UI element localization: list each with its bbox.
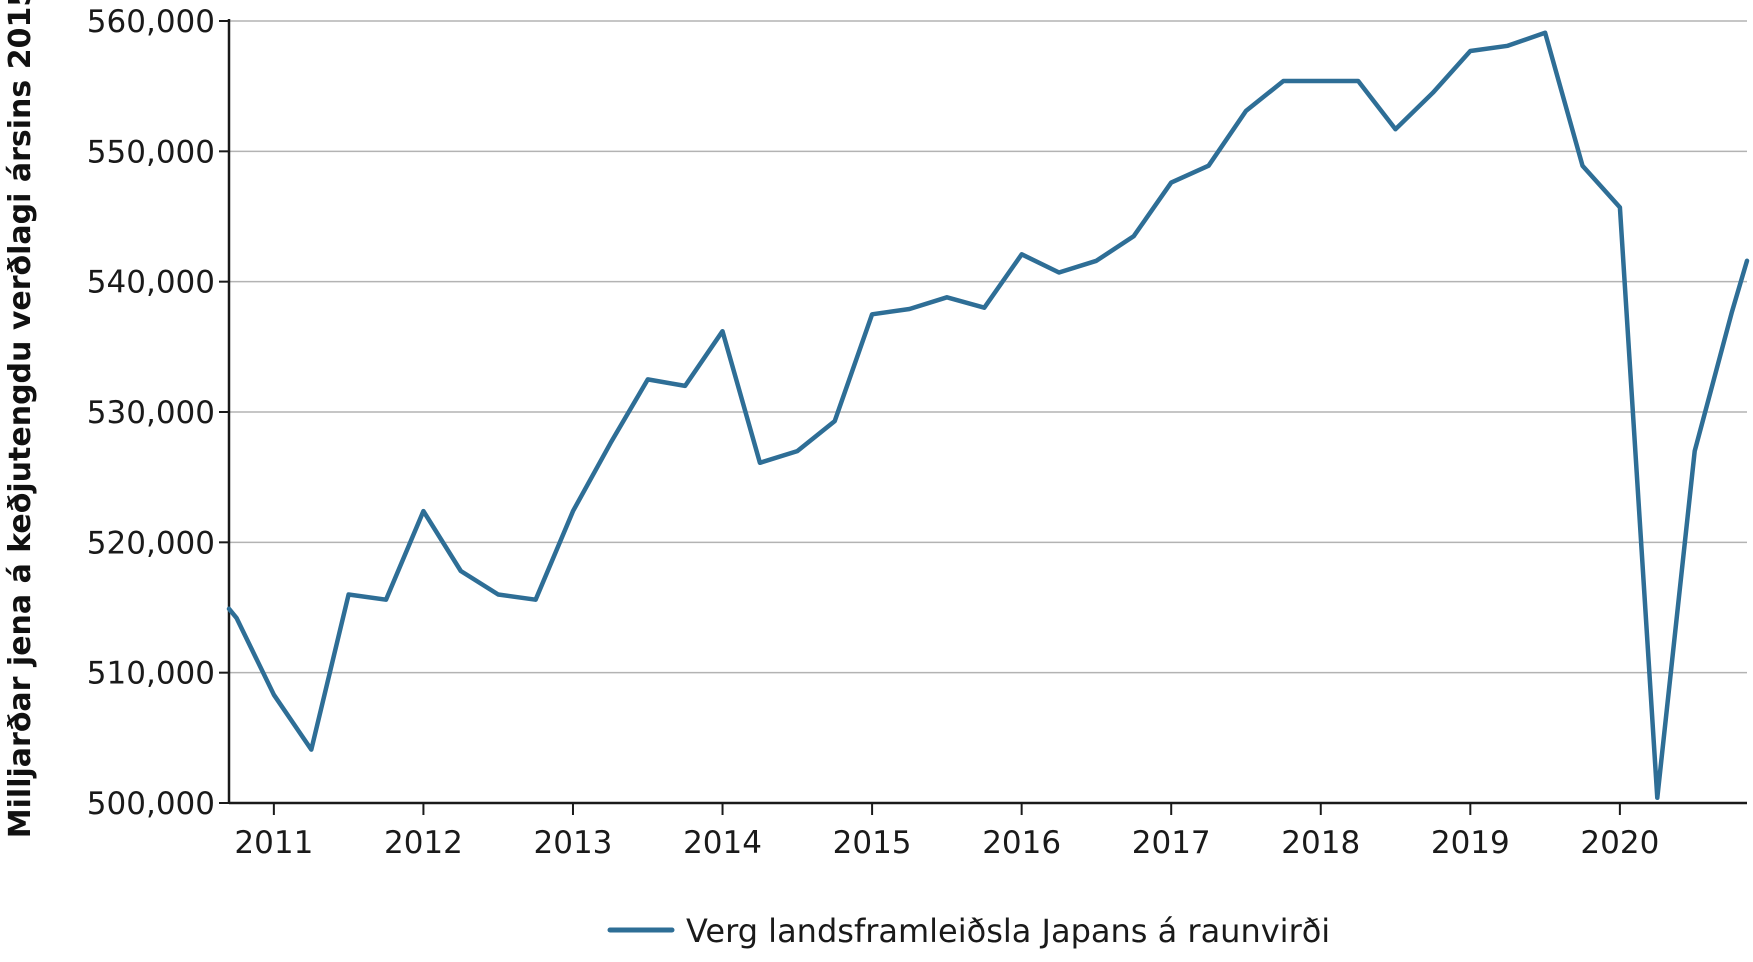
x-tick-label: 2015	[833, 825, 912, 861]
legend-label: Verg landsframleiðsla Japans á raunvirði	[686, 912, 1330, 950]
y-tick-label: 530,000	[87, 395, 215, 431]
y-tick-label: 500,000	[87, 786, 215, 822]
y-axis-title: Milljarðar jena á keðjutengdu verðlagi á…	[3, 0, 38, 838]
x-tick-label: 2017	[1132, 825, 1211, 861]
x-tick-label: 2013	[534, 825, 613, 861]
legend: Verg landsframleiðsla Japans á raunvirði	[607, 912, 1330, 950]
gridlines	[229, 20, 1747, 674]
x-tick-label: 2011	[234, 825, 313, 861]
y-tick-label: 540,000	[87, 265, 215, 301]
x-tick-label: 2012	[384, 825, 463, 861]
x-tick-label: 2018	[1281, 825, 1360, 861]
series-line	[226, 30, 1750, 801]
x-tick-label: 2016	[982, 825, 1061, 861]
y-tick-label: 550,000	[87, 134, 215, 170]
x-tick-label: 2019	[1431, 825, 1510, 861]
y-tick-label: 560,000	[87, 4, 215, 40]
x-tick-label: 2014	[683, 825, 762, 861]
x-axis-ticks: 2011 2012 2013 2014 2015 2016 2017 2018 2019 2020	[234, 803, 1659, 861]
y-axis-ticks: 500,000 510,000 520,000 530,000 540,000 550,0…	[87, 4, 229, 822]
x-tick-label: 2020	[1580, 825, 1659, 861]
y-tick-label: 520,000	[87, 525, 215, 561]
y-tick-label: 510,000	[87, 656, 215, 692]
series-group	[226, 30, 1750, 801]
